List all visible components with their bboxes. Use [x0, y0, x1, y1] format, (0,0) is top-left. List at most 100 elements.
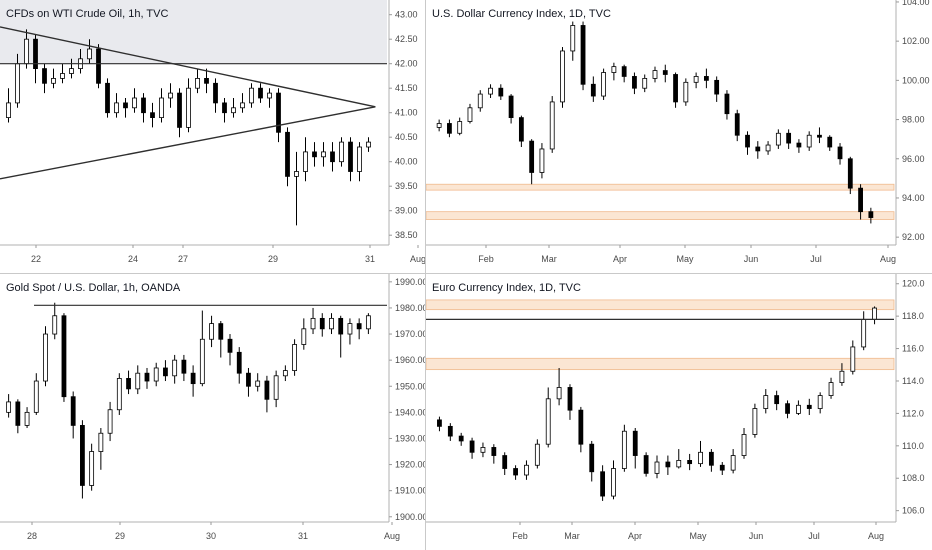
- price-tick-label: 106.0: [902, 506, 925, 516]
- candle: [366, 137, 371, 152]
- candle: [498, 84, 504, 100]
- wti-title: CFDs on WTI Crude Oil, 1h, TVC: [6, 8, 169, 20]
- eurx-title: Euro Currency Index, 1D, TVC: [432, 282, 581, 294]
- candle: [437, 416, 442, 432]
- candle: [817, 392, 823, 414]
- candle: [549, 96, 555, 153]
- candle: [827, 135, 833, 151]
- price-tick-label: 1990.000: [395, 277, 425, 287]
- candle: [556, 368, 562, 406]
- pane-dxy[interactable]: 104.00 102.00 100.00 98.00 96.00 94.00 92.00 Fe…: [426, 0, 932, 273]
- candle: [589, 440, 595, 482]
- candle: [601, 68, 607, 100]
- candle: [114, 93, 119, 118]
- candle: [24, 407, 30, 429]
- candle: [348, 137, 353, 182]
- candle: [365, 313, 371, 335]
- vertical-pane-divider[interactable]: [425, 0, 426, 550]
- candle: [135, 365, 141, 395]
- candle: [632, 427, 638, 469]
- price-tick-label: 1950.000: [395, 381, 425, 391]
- time-tick-label: 24: [128, 254, 138, 264]
- candle: [347, 318, 353, 345]
- price-tick-label: 96.00: [902, 154, 925, 164]
- time-tick-label: Mar: [541, 254, 557, 264]
- dxy-title: U.S. Dollar Currency Index, 1D, TVC: [432, 8, 611, 20]
- candle: [611, 460, 616, 500]
- candle: [719, 462, 725, 475]
- dxy-chart[interactable]: 104.00 102.00 100.00 98.00 96.00 94.00 92.00 Fe…: [426, 0, 932, 273]
- eurx-chart[interactable]: 120.0 118.0 116.0 114.0 112.0 110.0 108.0 106.0…: [426, 274, 932, 550]
- candle: [693, 72, 699, 89]
- price-tick-label: 94.00: [902, 193, 925, 203]
- candle: [436, 119, 442, 132]
- candle: [847, 156, 853, 195]
- candle: [123, 98, 128, 118]
- candle: [600, 465, 606, 501]
- candle: [861, 311, 867, 351]
- candle: [70, 391, 76, 439]
- pane-wti[interactable]: 43.00 42.50 42.00 41.50 41.00 40.50 40.00 39.50…: [0, 0, 425, 273]
- candle: [817, 127, 822, 144]
- candle: [570, 21, 576, 61]
- time-tick-label: Aug: [868, 531, 884, 541]
- gold-chart[interactable]: 1990.000 1980.000 1970.000 1960.000 1950.000…: [0, 274, 425, 550]
- time-tick-label: 31: [298, 531, 308, 541]
- time-tick-label: Aug: [880, 254, 896, 264]
- candle: [330, 142, 335, 172]
- candle: [687, 453, 693, 471]
- candle: [177, 88, 182, 138]
- time-tick-label: Jun: [749, 531, 764, 541]
- candle: [839, 363, 845, 386]
- candle: [301, 318, 307, 350]
- price-tick-label: 1970.000: [395, 329, 425, 339]
- candle: [126, 370, 131, 395]
- wti-chart[interactable]: 43.00 42.50 42.00 41.50 41.00 40.50 40.00 39.50…: [0, 0, 425, 273]
- candle: [204, 68, 209, 94]
- time-tick-label: 28: [27, 531, 37, 541]
- candle: [765, 141, 771, 155]
- candle: [850, 340, 856, 375]
- price-tick-label: 110.0: [902, 441, 924, 451]
- candle: [665, 455, 671, 475]
- pane-eurx[interactable]: 120.0 118.0 116.0 114.0 112.0 110.0 108.0 106.0…: [426, 274, 932, 550]
- candle: [698, 440, 703, 467]
- candle: [741, 427, 747, 459]
- time-tick-label: Mar: [564, 531, 580, 541]
- candle: [249, 83, 254, 108]
- time-tick-label: Apr: [628, 531, 642, 541]
- price-tick-label: 38.50: [395, 230, 418, 240]
- candle: [264, 375, 270, 413]
- candle: [872, 306, 877, 325]
- pane-gold[interactable]: 1990.000 1980.000 1970.000 1960.000 1950.000…: [0, 274, 425, 550]
- candle: [734, 109, 740, 142]
- candle: [730, 449, 736, 474]
- candle: [186, 78, 191, 133]
- candle: [654, 455, 660, 479]
- candle: [172, 354, 178, 384]
- candle: [488, 84, 493, 98]
- price-tick-label: 39.50: [395, 181, 418, 191]
- candle: [6, 88, 11, 123]
- price-tick-label: 40.50: [395, 132, 418, 142]
- candle: [632, 72, 637, 95]
- candle: [222, 98, 227, 123]
- candle: [703, 68, 709, 89]
- horizontal-pane-divider[interactable]: [0, 273, 932, 274]
- price-tick-label: 1960.000: [395, 355, 425, 365]
- price-tick-label: 120.0: [902, 279, 925, 289]
- candle: [755, 141, 761, 159]
- time-tick-label: Jun: [744, 254, 759, 264]
- candle: [652, 66, 658, 83]
- candle: [714, 76, 720, 102]
- candle: [168, 83, 173, 108]
- price-tick-label: 92.00: [902, 232, 925, 242]
- candle: [150, 102, 155, 128]
- price-tick-label: 41.00: [395, 108, 418, 118]
- price-tick-label: 116.0: [902, 344, 924, 354]
- candle: [310, 307, 316, 335]
- candle: [676, 449, 682, 469]
- candle: [292, 339, 297, 376]
- candle: [52, 302, 58, 340]
